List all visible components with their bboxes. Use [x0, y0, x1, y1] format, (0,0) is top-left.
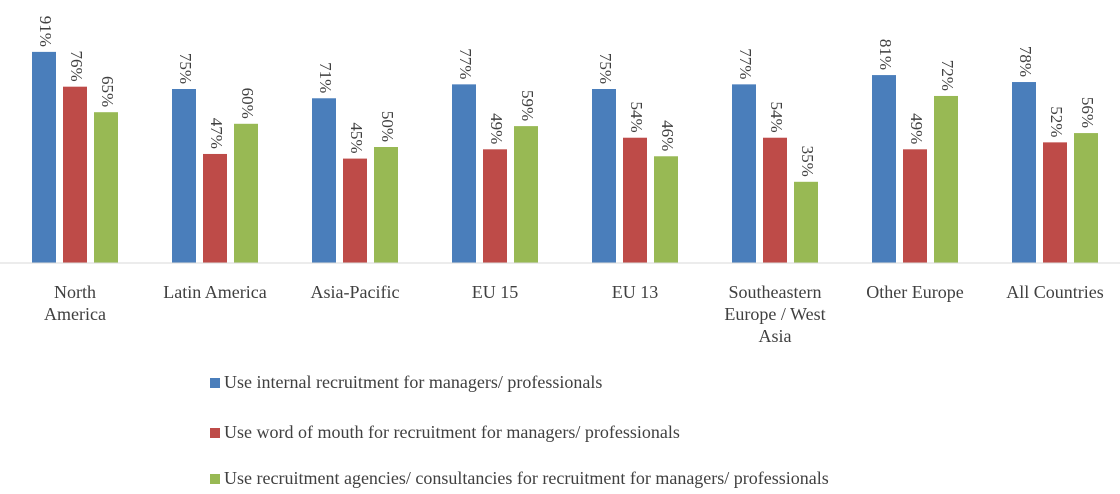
- x-tick-label: EU 15: [471, 282, 519, 302]
- bar: [1012, 82, 1036, 263]
- legend-swatch: [210, 473, 220, 484]
- value-label: 72%: [938, 60, 957, 91]
- value-label: 77%: [736, 48, 755, 79]
- bar: [234, 123, 258, 263]
- bar: [763, 137, 787, 263]
- legend-label: Use word of mouth for recruitment for ma…: [224, 422, 680, 442]
- value-label: 50%: [378, 111, 397, 142]
- bar: [623, 137, 647, 263]
- bar: [1043, 142, 1067, 263]
- bar: [203, 153, 227, 263]
- value-label: 47%: [207, 118, 226, 149]
- bar: [312, 98, 336, 263]
- value-label: 54%: [627, 102, 646, 133]
- value-label: 46%: [658, 120, 677, 151]
- legend-swatch: [210, 427, 220, 438]
- bar: [732, 84, 756, 263]
- bar: [592, 89, 616, 263]
- bar: [654, 156, 678, 263]
- value-label: 75%: [596, 53, 615, 84]
- value-label: 75%: [176, 53, 195, 84]
- bar: [483, 149, 507, 263]
- value-label: 91%: [36, 16, 55, 47]
- bar: [934, 95, 958, 264]
- value-label: 54%: [767, 102, 786, 133]
- value-label: 81%: [876, 39, 895, 70]
- value-label: 76%: [67, 51, 86, 82]
- bar: [903, 149, 927, 263]
- legend-label: Use recruitment agencies/ consultancies …: [224, 468, 829, 488]
- value-label: 56%: [1078, 97, 1097, 128]
- value-label: 52%: [1047, 106, 1066, 137]
- bar: [32, 51, 56, 263]
- value-label: 49%: [487, 113, 506, 144]
- value-label: 71%: [316, 62, 335, 93]
- legend-swatch: [210, 377, 220, 388]
- value-label: 59%: [518, 90, 537, 121]
- value-label: 35%: [798, 146, 817, 177]
- bar: [94, 112, 118, 263]
- legend-item: Use recruitment agencies/ consultancies …: [210, 468, 829, 489]
- x-tick-label: Latin America: [163, 282, 267, 302]
- value-label: 77%: [456, 48, 475, 79]
- bar: [872, 75, 896, 263]
- bar: [374, 147, 398, 263]
- legend-label: Use internal recruitment for managers/ p…: [224, 372, 603, 392]
- bar: [452, 84, 476, 263]
- x-tick-label: Asia-Pacific: [310, 282, 400, 302]
- value-label: 78%: [1016, 46, 1035, 77]
- value-label: 45%: [347, 122, 366, 153]
- value-label: 65%: [98, 76, 117, 107]
- bar: [63, 86, 87, 264]
- x-tick-label: All Countries: [1006, 282, 1104, 302]
- legend-item: Use internal recruitment for managers/ p…: [210, 372, 602, 393]
- value-label: 60%: [238, 88, 257, 119]
- bar: [172, 89, 196, 263]
- bar: [343, 158, 367, 263]
- x-tick-label: North America: [44, 282, 106, 324]
- bar: [794, 181, 818, 263]
- value-label: 49%: [907, 113, 926, 144]
- bar: [1074, 133, 1098, 263]
- x-tick-label: Other Europe: [866, 282, 964, 302]
- x-tick-label: EU 13: [611, 282, 659, 302]
- legend-item: Use word of mouth for recruitment for ma…: [210, 422, 680, 443]
- x-tick-label: Southeastern Europe / West Asia: [724, 282, 826, 346]
- bar: [514, 126, 538, 264]
